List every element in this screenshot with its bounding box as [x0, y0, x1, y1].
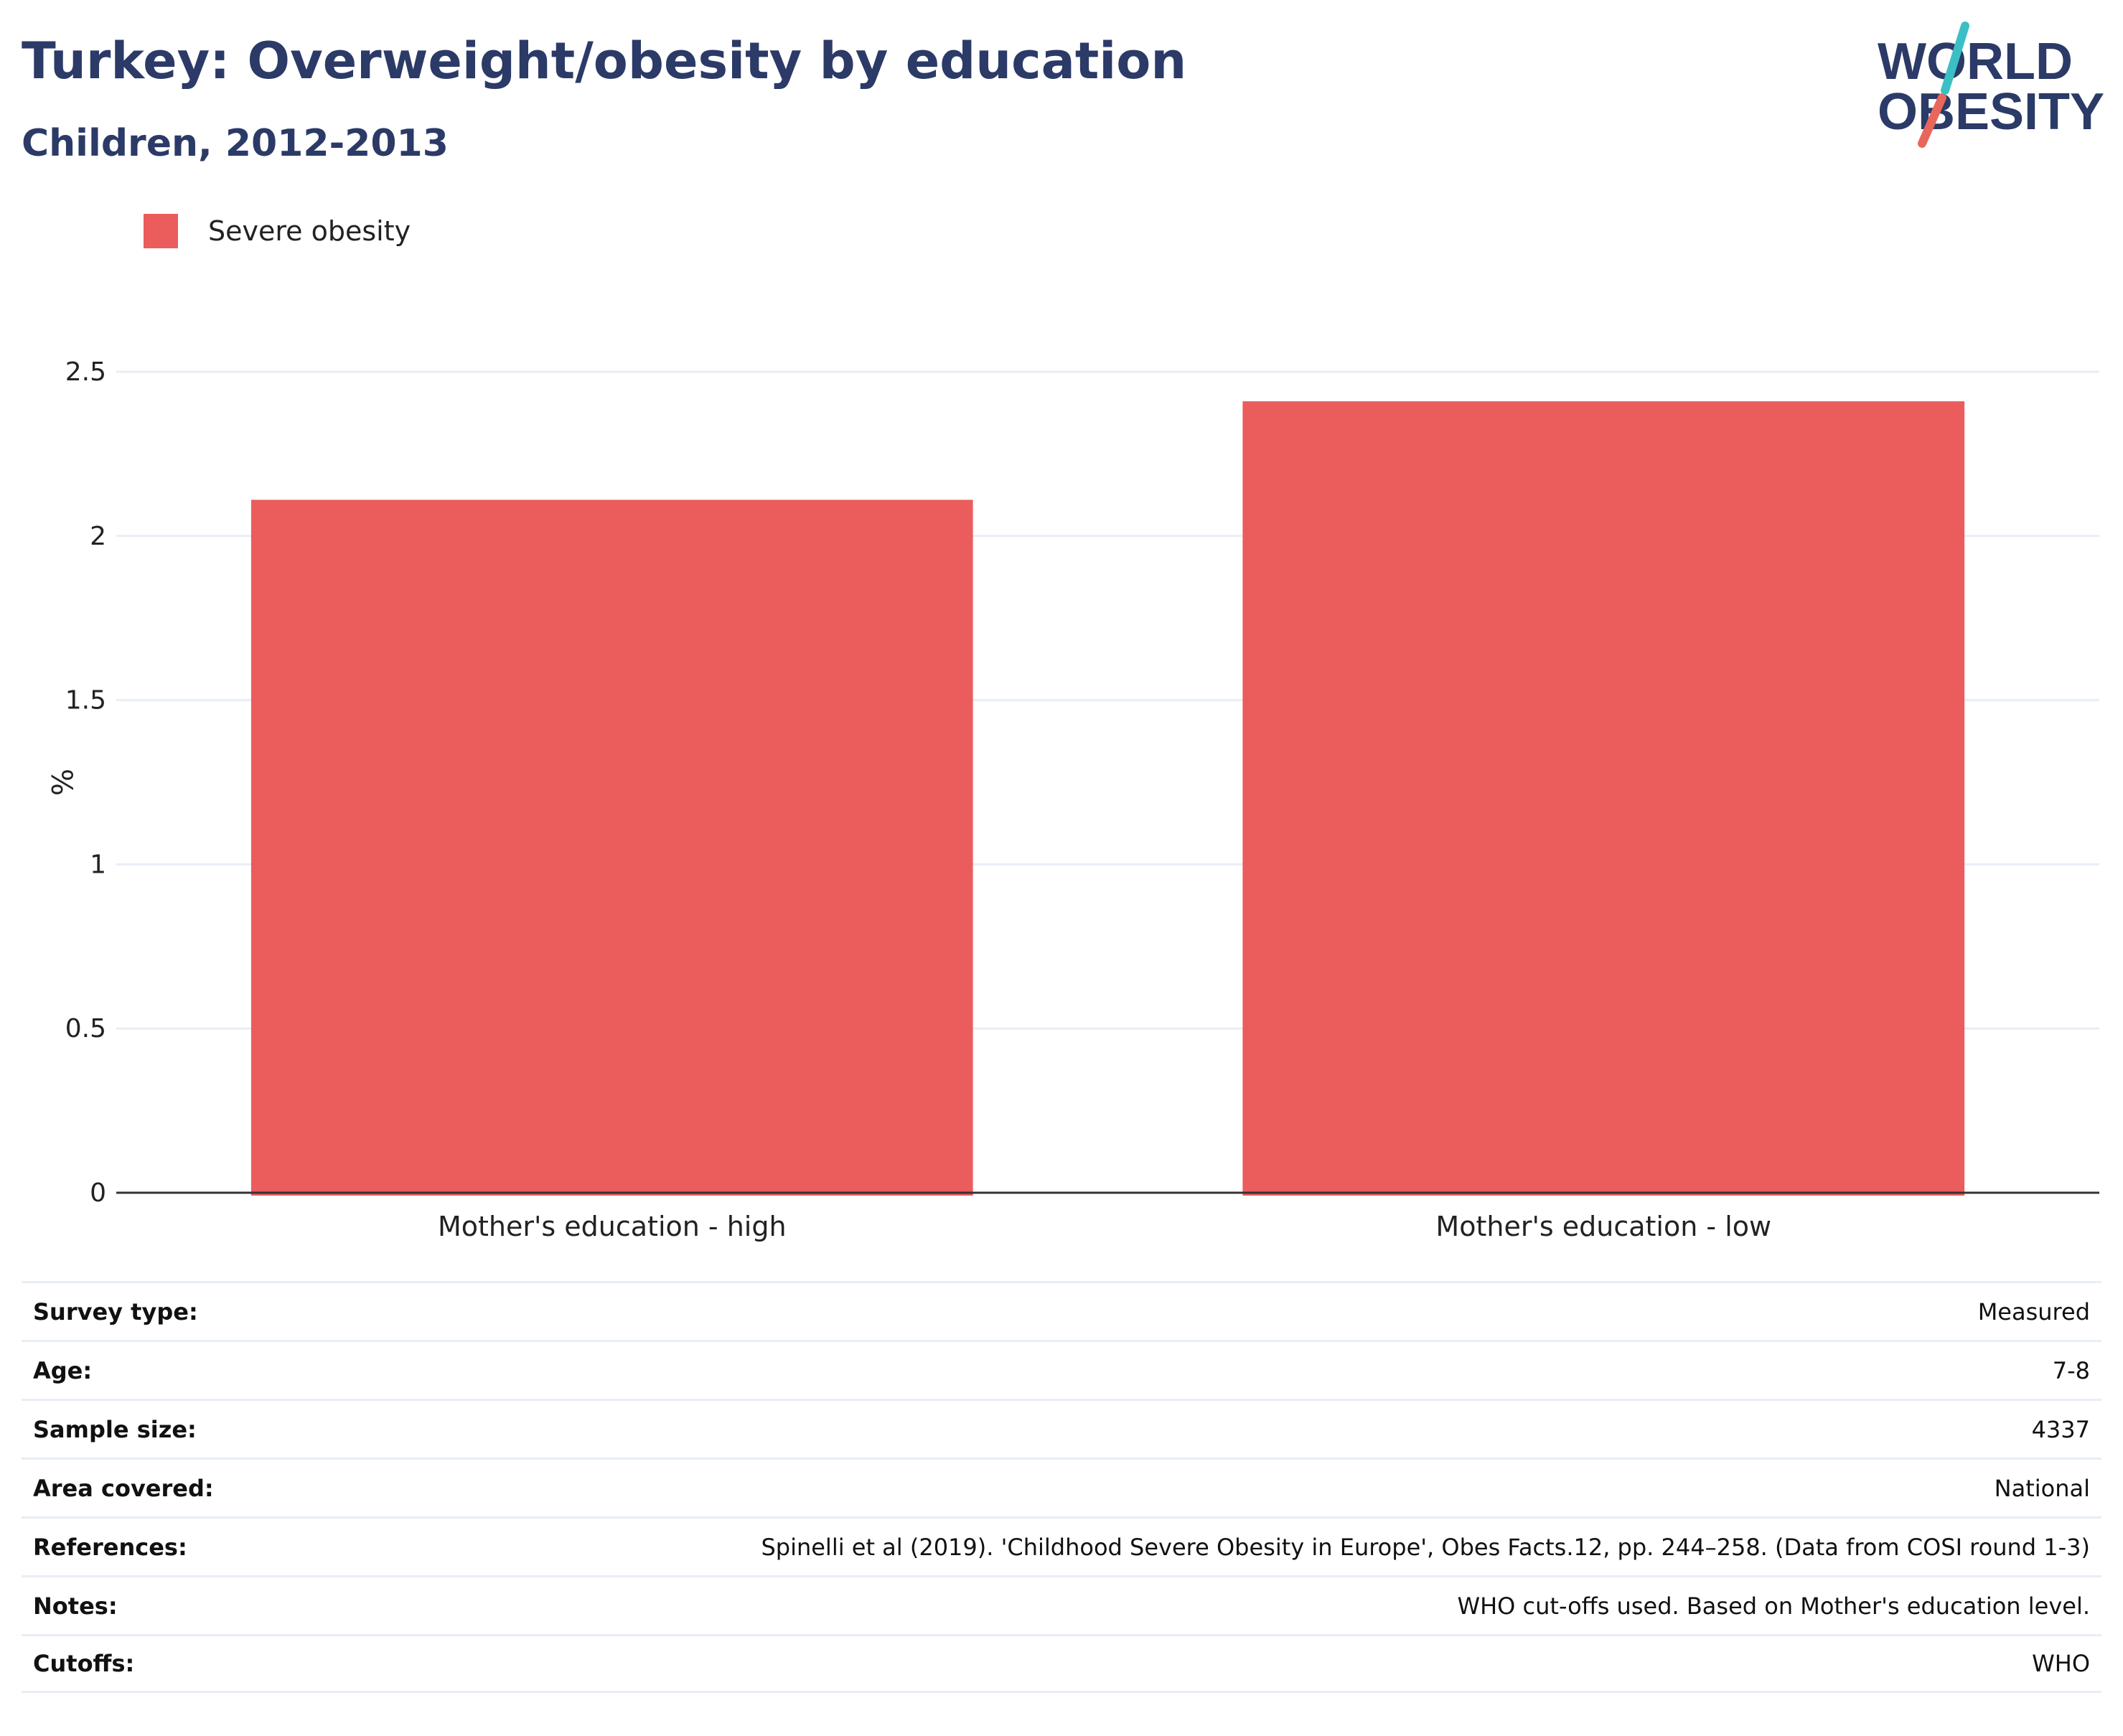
info-value: WHO cut-offs used. Based on Mother's edu…: [1457, 1592, 2090, 1620]
legend[interactable]: Severe obesity: [144, 214, 411, 248]
info-value: Spinelli et al (2019). 'Childhood Severe…: [761, 1533, 2090, 1561]
info-label: References:: [33, 1533, 187, 1561]
info-label: Sample size:: [33, 1415, 197, 1443]
info-label: Notes:: [33, 1592, 118, 1620]
chart-title: Turkey: Overweight/obesity by education: [22, 32, 1187, 90]
info-label: Area covered:: [33, 1474, 214, 1502]
logo-line2: OBESITY: [1878, 83, 2104, 141]
legend-label-severe-obesity: Severe obesity: [208, 215, 411, 247]
logo-teal-stroke: [1941, 22, 1969, 95]
info-row: Notes: WHO cut-offs used. Based on Mother…: [22, 1575, 2101, 1634]
bar: [1242, 401, 1965, 1196]
logo-line1: WORLD: [1878, 33, 2073, 90]
y-tick-label: 1.5: [65, 686, 106, 715]
info-label: Cutoffs:: [33, 1650, 135, 1677]
x-tick-label: Mother's education - low: [1435, 1211, 1771, 1242]
info-value: Measured: [1977, 1298, 2090, 1326]
y-axis-label: %: [44, 769, 78, 796]
info-row: References: Spinelli et al (2019). 'Child…: [22, 1516, 2101, 1575]
bar: [250, 499, 973, 1196]
legend-swatch-severe-obesity: [144, 214, 178, 248]
survey-info-table: Survey type: Measured Age: 7-8 Sample size: 4…: [22, 1281, 2101, 1693]
logo-coral-stroke: [1918, 93, 1946, 148]
info-row: Survey type: Measured: [22, 1281, 2101, 1340]
y-tick-label: 2.5: [65, 357, 106, 387]
world-obesity-logo: WORLD OBESITY: [1878, 22, 2104, 148]
y-tick-label: 0: [90, 1178, 106, 1208]
chart-subtitle: Children, 2012-2013: [22, 122, 449, 165]
info-value: 4337: [2031, 1415, 2090, 1443]
bar-chart: 0 0.5 1 1.5 2 2.5 Mother's education - high Mot…: [44, 357, 2099, 1242]
x-tick-label: Mother's education - high: [438, 1211, 787, 1242]
info-row: Cutoffs: WHO: [22, 1634, 2101, 1693]
info-label: Survey type:: [33, 1298, 198, 1326]
y-tick-label: 1: [90, 850, 106, 879]
y-tick-label: 0.5: [65, 1014, 106, 1043]
info-row: Age: 7-8: [22, 1340, 2101, 1399]
y-tick-label: 2: [90, 522, 106, 551]
info-row: Area covered: National: [22, 1458, 2101, 1516]
info-label: Age:: [33, 1356, 93, 1384]
info-value: National: [1994, 1474, 2090, 1502]
info-value: WHO: [2032, 1650, 2090, 1677]
info-row: Sample size: 4337: [22, 1399, 2101, 1458]
info-value: 7-8: [2052, 1356, 2090, 1384]
